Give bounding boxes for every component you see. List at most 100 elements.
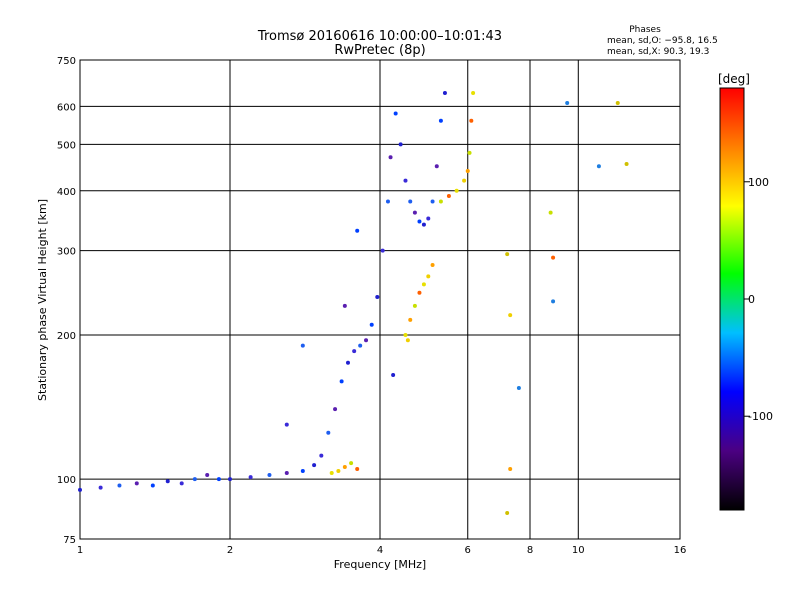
data-point — [228, 477, 232, 482]
x-axis-label: Frequency [MHz] — [334, 558, 426, 571]
data-point — [465, 168, 470, 173]
data-point — [78, 487, 82, 492]
data-point — [434, 164, 439, 169]
data-point — [508, 467, 513, 472]
data-point — [342, 303, 347, 308]
data-point — [398, 142, 403, 147]
colorbar-ticks: -100 0 100 — [744, 176, 773, 423]
data-point — [342, 465, 347, 470]
y-tick-label: 500 — [57, 140, 76, 151]
data-point — [454, 188, 459, 193]
y-tick-label: 200 — [57, 331, 76, 342]
data-point — [462, 178, 467, 183]
x-tick-label: 8 — [527, 545, 533, 556]
phase-stats-title: Phases — [629, 25, 661, 35]
data-point — [467, 150, 472, 155]
data-point — [505, 510, 510, 515]
data-point — [192, 477, 197, 482]
data-point — [403, 178, 408, 183]
data-point — [117, 483, 122, 488]
y-tick-label: 100 — [57, 475, 76, 486]
y-axis-ticks: 75 100 200 300 400 500 600 750 — [57, 56, 76, 546]
data-point — [430, 262, 435, 267]
data-point — [615, 100, 620, 105]
data-point — [267, 473, 272, 478]
data-point — [391, 372, 396, 377]
y-tick-label: 400 — [57, 187, 76, 198]
data-point — [548, 210, 553, 215]
colorbar — [719, 87, 745, 511]
data-point — [505, 252, 510, 257]
data-point — [319, 453, 324, 458]
data-point — [300, 343, 305, 348]
data-point — [336, 468, 341, 473]
data-point — [438, 118, 443, 123]
data-point — [508, 313, 513, 318]
data-point — [355, 467, 360, 472]
x-tick-label: 16 — [674, 545, 687, 556]
colorbar-tick-label: 100 — [748, 176, 769, 189]
data-point — [205, 473, 210, 478]
data-point — [565, 100, 570, 105]
data-point — [551, 255, 556, 260]
y-tick-label: 75 — [63, 535, 76, 546]
data-point — [300, 468, 305, 473]
phase-stats-x: mean, sd,X: 90.3, 19.3 — [607, 47, 709, 57]
data-point — [417, 219, 422, 224]
data-point — [624, 161, 629, 166]
data-point — [358, 343, 363, 348]
data-point — [426, 216, 431, 221]
data-point — [421, 222, 426, 227]
data-point — [312, 463, 317, 468]
x-tick-label: 10 — [572, 545, 585, 556]
data-point — [248, 475, 253, 480]
data-point — [471, 90, 476, 95]
data-point — [408, 317, 413, 322]
data-point — [369, 322, 374, 327]
y-axis-label: Stationary phase Virtual Height [km] — [36, 199, 49, 401]
data-point — [446, 194, 451, 199]
data-point — [412, 210, 417, 215]
chart-title-line2: RwPretec (8p) — [334, 43, 425, 58]
chart-title-line1: Tromsø 20160616 10:00:00–10:01:43 — [257, 29, 502, 44]
x-tick-label: 6 — [465, 545, 471, 556]
data-point — [355, 228, 360, 233]
x-tick-label: 1 — [77, 545, 83, 556]
data-point — [329, 471, 334, 476]
data-point — [179, 481, 184, 486]
data-point — [333, 407, 338, 412]
data-point — [596, 164, 601, 169]
data-point — [417, 290, 422, 295]
data-point — [98, 485, 103, 490]
data-point — [349, 461, 354, 466]
data-point — [551, 299, 556, 304]
data-point — [403, 332, 408, 337]
data-point — [385, 199, 390, 204]
x-axis-ticks: 1 2 4 6 8 10 16 — [77, 545, 687, 556]
data-point — [408, 199, 413, 204]
data-point — [405, 338, 410, 343]
data-point — [388, 155, 393, 160]
phase-stats-o: mean, sd,O: −95.8, 16.5 — [607, 36, 718, 46]
data-point — [438, 199, 443, 204]
data-point — [150, 483, 155, 488]
data-point — [339, 379, 344, 384]
data-point — [516, 385, 521, 390]
data-point — [165, 479, 170, 484]
data-point — [284, 471, 289, 476]
y-tick-label: 300 — [57, 247, 76, 258]
data-point — [426, 274, 431, 279]
data-point — [430, 199, 435, 204]
grid-lines — [80, 60, 680, 539]
x-tick-label: 2 — [227, 545, 233, 556]
data-point — [216, 477, 221, 482]
data-point — [412, 303, 417, 308]
data-point — [326, 430, 331, 435]
colorbar-tick-label: -100 — [748, 410, 773, 423]
colorbar-label: [deg] — [718, 72, 750, 86]
data-point — [364, 338, 369, 343]
y-tick-label: 750 — [57, 56, 76, 67]
x-tick-label: 4 — [377, 545, 383, 556]
data-point — [134, 481, 139, 486]
